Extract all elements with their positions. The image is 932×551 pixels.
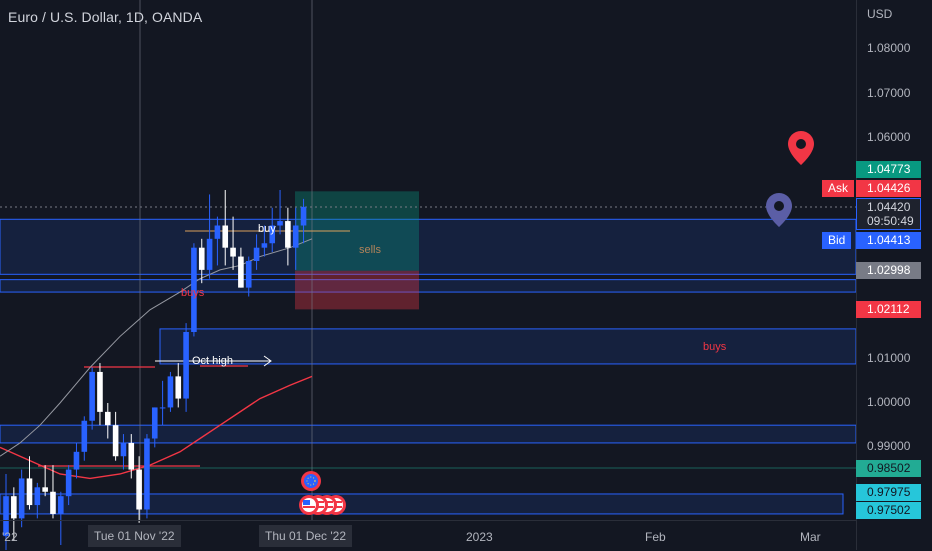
buys-annotation-left: buys — [181, 287, 205, 299]
demand-zone-mid — [0, 279, 857, 293]
candle-body — [89, 371, 95, 421]
us-event-icons[interactable] — [298, 494, 348, 521]
last-price: 1.04420 — [867, 200, 911, 214]
candle-body — [277, 221, 283, 226]
candle-body — [81, 420, 88, 452]
candle-body — [222, 225, 229, 248]
time-label: Mar — [800, 530, 821, 544]
candle-body — [151, 407, 158, 439]
eu-event-icon[interactable] — [300, 470, 322, 497]
candle-body — [167, 376, 174, 408]
candle-body — [159, 407, 166, 409]
price-tag-0-98502: 0.98502 — [856, 460, 921, 477]
candle-body — [175, 376, 182, 399]
candle-body — [230, 247, 236, 257]
red-location-marker-icon[interactable] — [786, 130, 816, 171]
ma-red-line — [0, 375, 313, 480]
supply-zone-upper — [0, 218, 857, 275]
candle-body — [3, 496, 9, 537]
buy-annotation: buy — [258, 223, 276, 235]
candle-body — [128, 442, 135, 470]
candle-body — [73, 451, 80, 470]
purple-location-marker-icon[interactable] — [764, 192, 794, 233]
last-price-box: 1.04420 09:50:49 — [856, 198, 921, 230]
candle-body — [97, 371, 103, 412]
candle-body — [42, 487, 48, 492]
candle-body — [50, 491, 56, 514]
time-label: Feb — [645, 530, 666, 544]
time-label: 2023 — [466, 530, 493, 544]
oct-high-arrowhead — [263, 355, 272, 367]
bid-label: Bid — [822, 232, 852, 249]
candle-body — [300, 206, 307, 226]
candle-body — [261, 243, 268, 248]
candle-body — [285, 221, 291, 248]
demand-zone-low — [0, 424, 857, 444]
candle-body — [292, 225, 299, 248]
candles-layer — [3, 190, 307, 550]
position-layer — [295, 191, 419, 310]
candle-body — [112, 425, 119, 457]
position-loss-area — [295, 270, 419, 310]
price-tick: 1.06000 — [867, 130, 911, 144]
candle-body — [18, 478, 25, 519]
price-tick: 1.08000 — [867, 41, 911, 55]
price-tag-0-97502: 0.97502 — [856, 502, 921, 519]
candle-body — [214, 225, 221, 239]
candle-body — [269, 225, 276, 244]
candle-body — [183, 332, 189, 399]
buys-annotation-right: buys — [703, 341, 727, 353]
bar-countdown: 09:50:49 — [867, 214, 914, 228]
price-tick: 0.99000 — [867, 439, 911, 453]
crosshair-date-label: Tue 01 Nov '22 — [88, 525, 181, 547]
ask-price: 1.04426 — [856, 180, 921, 197]
bid-price: 1.04413 — [856, 232, 921, 249]
demand-zone-buys — [159, 328, 857, 365]
candle-body — [245, 261, 252, 288]
price-tick: 1.07000 — [867, 86, 911, 100]
candle-body — [136, 469, 142, 510]
price-tag-1-02112: 1.02112 — [856, 301, 921, 318]
candle-body — [191, 247, 197, 332]
price-tag-0-97975: 0.97975 — [856, 484, 921, 501]
crosshair-date-label: Thu 01 Dec '22 — [259, 525, 353, 547]
price-tick: 1.00000 — [867, 395, 911, 409]
price-tick: 1.01000 — [867, 351, 911, 365]
sells-annotation: sells — [359, 244, 382, 256]
candle-body — [253, 247, 260, 261]
candle-body — [58, 496, 64, 514]
candle-body — [238, 256, 244, 288]
oct-high-annotation: Oct high — [192, 355, 233, 367]
time-axis[interactable] — [0, 520, 856, 551]
ask-label: Ask — [822, 180, 855, 197]
candle-body — [198, 247, 205, 270]
candle-body — [11, 496, 17, 519]
chart-title: Euro / U.S. Dollar, 1D, OANDA — [8, 9, 203, 25]
price-tag-1-02998: 1.02998 — [856, 262, 921, 279]
time-label: '22 — [2, 530, 18, 544]
axis-unit-label[interactable]: USD — [867, 7, 893, 21]
demand-zone-bottom — [0, 493, 844, 515]
candle-body — [104, 411, 111, 426]
price-tag-1-04773: 1.04773 — [856, 161, 921, 178]
candle-body — [26, 478, 33, 506]
zones-layer — [0, 218, 857, 515]
candle-body — [65, 469, 72, 497]
candle-body — [144, 438, 150, 510]
candle-body — [34, 487, 41, 506]
candle-body — [120, 442, 127, 457]
candle-body — [206, 238, 213, 270]
